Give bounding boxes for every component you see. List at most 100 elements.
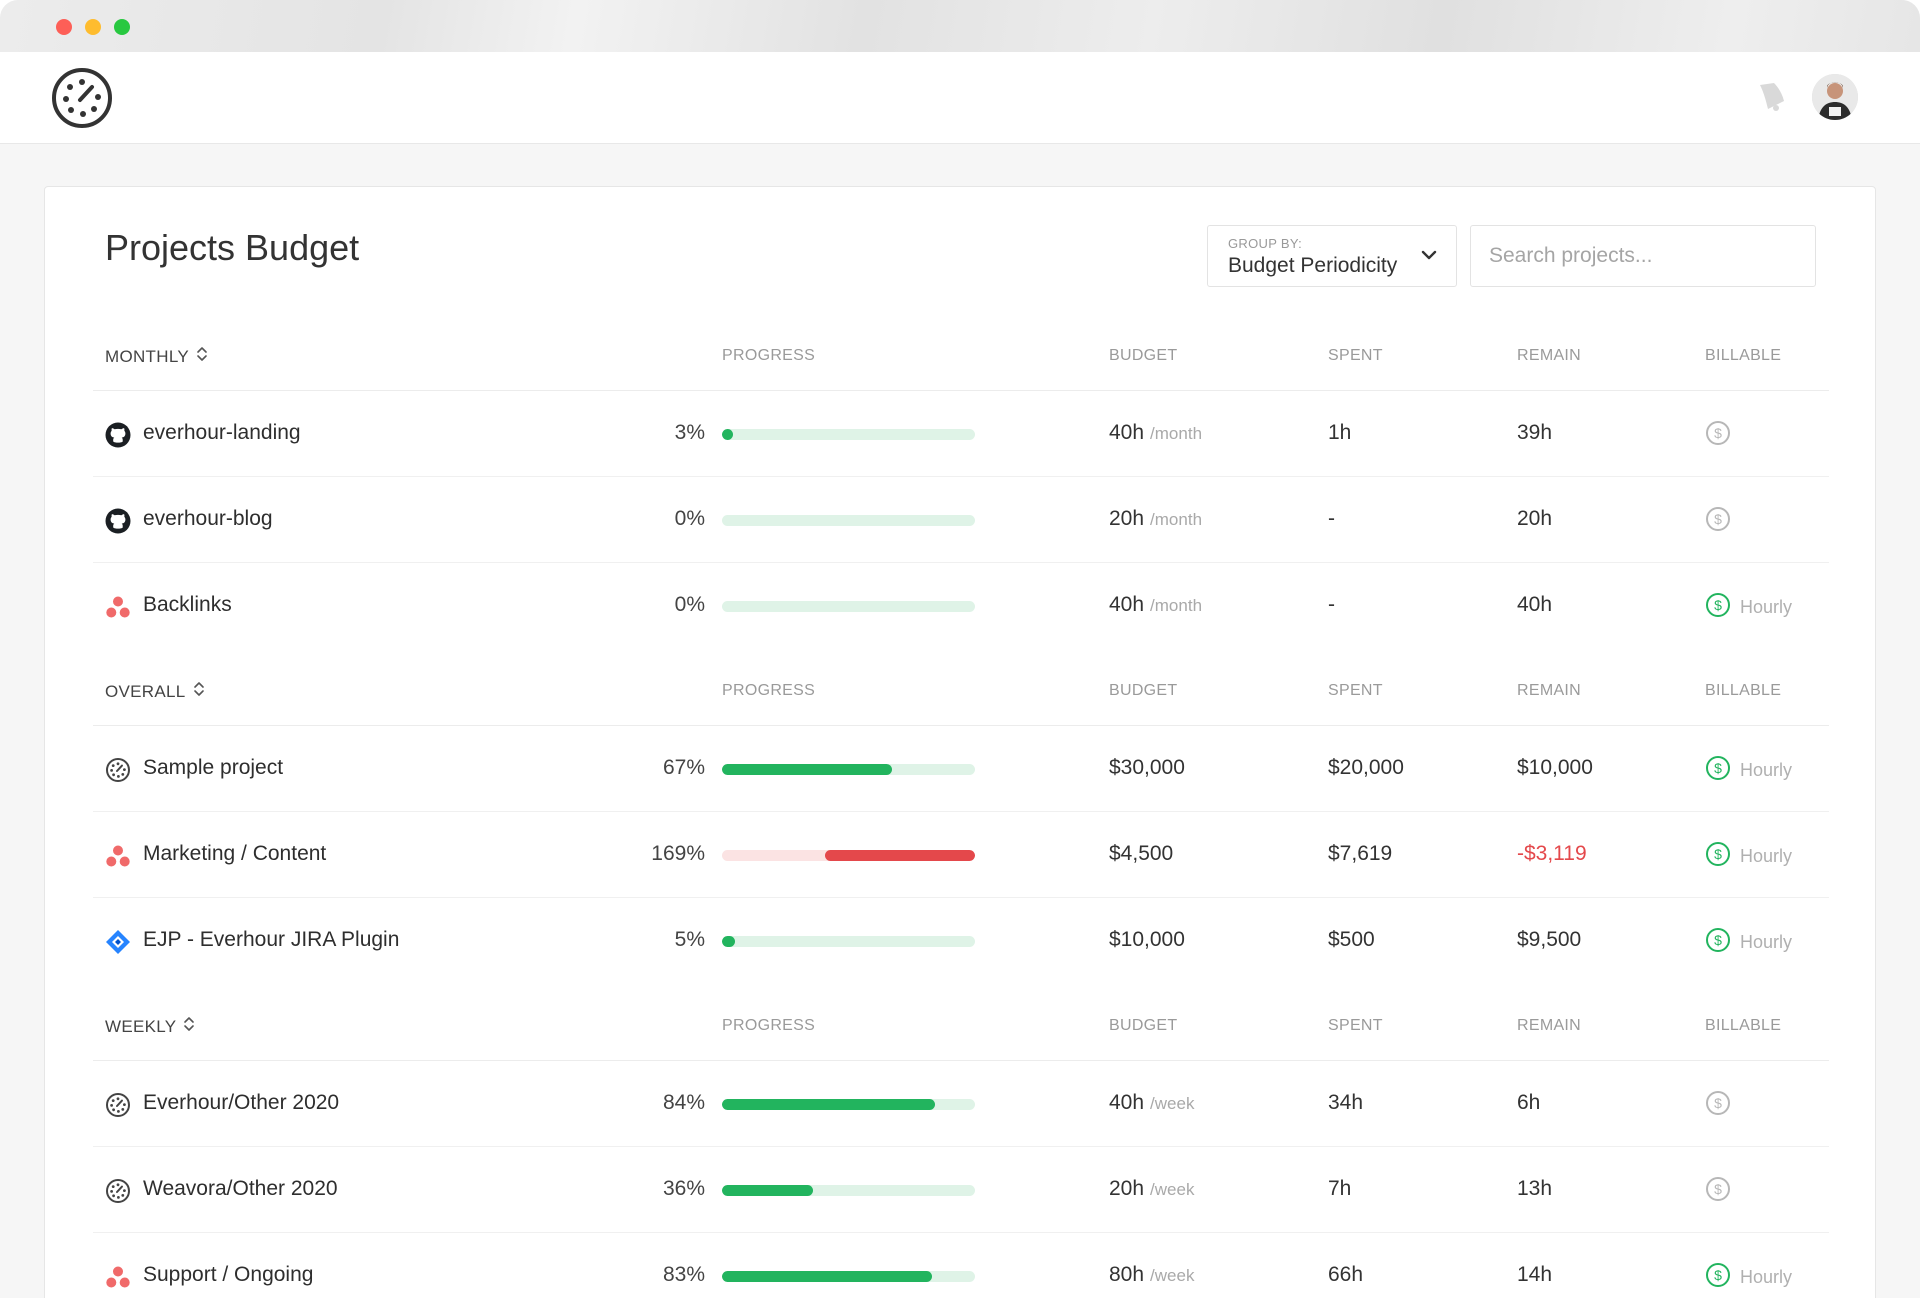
svg-text:$: $ xyxy=(1714,1181,1722,1197)
project-name[interactable]: Weavora/Other 2020 xyxy=(143,1177,338,1200)
project-name[interactable]: Support / Ongoing xyxy=(143,1263,314,1286)
column-header-budget: BUDGET xyxy=(1109,682,1178,699)
table-row[interactable]: everhour-blog 0% 20h/month - 20h $ xyxy=(93,477,1829,563)
svg-text:$: $ xyxy=(1714,760,1722,776)
progress-percent: 83% xyxy=(662,1263,705,1286)
group-sort-toggle[interactable]: OVERALL xyxy=(105,681,205,702)
budget-cell: 40h/week xyxy=(1109,1091,1194,1115)
progress-bar xyxy=(722,601,975,612)
budget-cell: $4,500 xyxy=(1109,842,1173,866)
asana-icon xyxy=(105,843,131,869)
table-row[interactable]: Marketing / Content 169% $4,500 $7,619 -$3,1… xyxy=(93,812,1829,898)
progress-bar-fill xyxy=(722,429,733,440)
asana-icon xyxy=(105,594,131,620)
svg-text:$: $ xyxy=(1714,1267,1722,1283)
group-header: OVERALL PROGRESS BUDGET SPENT REMAIN BILLABLE xyxy=(93,656,1829,726)
progress-percent: 84% xyxy=(662,1091,705,1114)
dollar-icon: $ xyxy=(1705,506,1731,537)
group-sort-toggle[interactable]: MONTHLY xyxy=(105,346,208,367)
dollar-icon: $ xyxy=(1705,1262,1731,1293)
progress-percent: 0% xyxy=(674,593,705,616)
progress-bar xyxy=(722,1185,975,1196)
budget-group-monthly: MONTHLY PROGRESS BUDGET SPENT REMAIN BILLABLE… xyxy=(93,321,1829,649)
budget-cell: 20h/month xyxy=(1109,507,1202,531)
group-by-dropdown[interactable]: GROUP BY: Budget Periodicity xyxy=(1207,225,1457,287)
notifications-bell-icon[interactable] xyxy=(1756,79,1788,113)
minimize-window-button[interactable] xyxy=(85,19,101,35)
table-row[interactable]: everhour-landing 3% 40h/month 1h 39h $ xyxy=(93,391,1829,477)
table-row[interactable]: Backlinks 0% 40h/month - 40h $ Hourly xyxy=(93,563,1829,649)
progress-percent: 169% xyxy=(651,842,705,865)
billable-label: Hourly xyxy=(1740,760,1793,780)
project-name[interactable]: everhour-landing xyxy=(143,421,301,444)
everhour-icon xyxy=(105,1092,131,1118)
budget-value: $10,000 xyxy=(1109,928,1185,951)
project-name[interactable]: Sample project xyxy=(143,756,284,779)
column-header-spent: SPENT xyxy=(1328,682,1383,699)
window-titlebar xyxy=(0,0,1920,52)
svg-text:$: $ xyxy=(1714,597,1722,613)
project-name[interactable]: Everhour/Other 2020 xyxy=(143,1091,340,1114)
table-row[interactable]: Support / Ongoing 83% 80h/week 66h 14h $ Hourl… xyxy=(93,1233,1829,1298)
dollar-icon: $ xyxy=(1705,755,1731,786)
billable-toggle[interactable]: $ Hourly xyxy=(1705,927,1792,958)
progress-percent: 3% xyxy=(674,421,705,444)
search-projects-input[interactable] xyxy=(1470,225,1816,287)
budget-value: $30,000 xyxy=(1109,756,1185,779)
billable-toggle[interactable]: $ xyxy=(1705,420,1731,451)
project-name[interactable]: everhour-blog xyxy=(143,507,273,530)
svg-text:$: $ xyxy=(1714,511,1722,527)
budget-value: $4,500 xyxy=(1109,842,1174,865)
spent-value: 34h xyxy=(1328,1091,1364,1114)
budget-cell: 40h/month xyxy=(1109,421,1202,445)
billable-toggle[interactable]: $ Hourly xyxy=(1705,841,1792,872)
budget-value: 40h xyxy=(1109,1091,1145,1114)
progress-percent: 5% xyxy=(674,928,705,951)
progress-bar-fill xyxy=(825,850,975,861)
table-row[interactable]: EJP - Everhour JIRA Plugin 5% $10,000 $500 $… xyxy=(93,898,1829,984)
budget-value: 20h xyxy=(1109,507,1145,530)
budget-period: /week xyxy=(1150,1094,1195,1113)
column-header-progress: PROGRESS xyxy=(722,1017,816,1034)
table-row[interactable]: Sample project 67% $30,000 $20,000 $10,000 $ H… xyxy=(93,726,1829,812)
group-sort-toggle[interactable]: WEEKLY xyxy=(105,1016,195,1037)
group-header: WEEKLY PROGRESS BUDGET SPENT REMAIN BILLABLE xyxy=(93,991,1829,1061)
github-icon xyxy=(105,508,131,534)
column-header-progress: PROGRESS xyxy=(722,682,816,699)
budget-value: 80h xyxy=(1109,1263,1145,1286)
remain-value: 39h xyxy=(1517,421,1553,444)
spent-value: $7,619 xyxy=(1328,842,1393,865)
progress-percent: 0% xyxy=(674,507,705,530)
project-name[interactable]: Marketing / Content xyxy=(143,842,327,865)
everhour-logo-icon[interactable] xyxy=(50,66,114,130)
group-by-label: GROUP BY: xyxy=(1228,236,1302,251)
progress-percent: 67% xyxy=(662,756,705,779)
column-header-remain: REMAIN xyxy=(1517,1017,1582,1034)
table-row[interactable]: Weavora/Other 2020 36% 20h/week 7h 13h $ xyxy=(93,1147,1829,1233)
billable-toggle[interactable]: $ xyxy=(1705,506,1731,537)
billable-toggle[interactable]: $ Hourly xyxy=(1705,1262,1792,1293)
dollar-icon: $ xyxy=(1705,841,1731,872)
billable-toggle[interactable]: $ Hourly xyxy=(1705,592,1792,623)
progress-bar-fill xyxy=(722,1271,932,1282)
close-window-button[interactable] xyxy=(56,19,72,35)
billable-toggle[interactable]: $ Hourly xyxy=(1705,755,1792,786)
page-title: Projects Budget xyxy=(105,227,360,268)
remain-value: 13h xyxy=(1517,1177,1553,1200)
budget-cell: 80h/week xyxy=(1109,1263,1194,1287)
dollar-icon: $ xyxy=(1705,927,1731,958)
billable-toggle[interactable]: $ xyxy=(1705,1090,1731,1121)
billable-label: Hourly xyxy=(1740,1267,1793,1287)
budget-cell: 20h/week xyxy=(1109,1177,1194,1201)
progress-bar-fill xyxy=(722,764,892,775)
svg-text:$: $ xyxy=(1714,1095,1722,1111)
user-avatar[interactable] xyxy=(1812,74,1858,120)
remain-value: $10,000 xyxy=(1517,756,1593,779)
project-name[interactable]: Backlinks xyxy=(143,593,232,616)
table-row[interactable]: Everhour/Other 2020 84% 40h/week 34h 6h $ xyxy=(93,1061,1829,1147)
billable-toggle[interactable]: $ xyxy=(1705,1176,1731,1207)
budget-period: /month xyxy=(1150,596,1203,615)
maximize-window-button[interactable] xyxy=(114,19,130,35)
project-name[interactable]: EJP - Everhour JIRA Plugin xyxy=(143,928,400,951)
